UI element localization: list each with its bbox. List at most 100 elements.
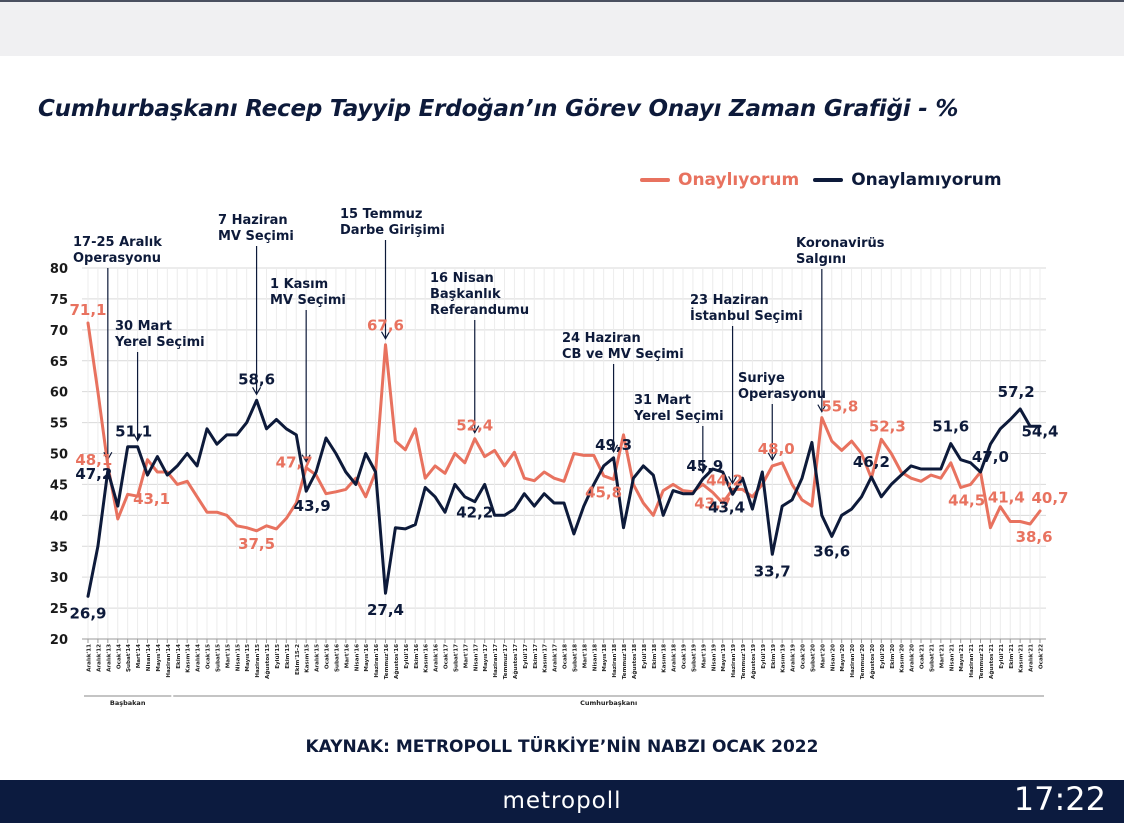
y-tick-label: 25 [50, 602, 68, 617]
annotation-arrowhead [609, 444, 619, 454]
x-tick-label: Ağustos'16 [394, 644, 400, 679]
data-label-disapprove: 51,6 [932, 418, 969, 436]
x-tick-label: Haziran'21 [969, 644, 975, 678]
x-tick-label: Ekim'15 [285, 644, 291, 669]
annotation-text: Suriye [738, 371, 785, 386]
x-tick-label: Ekim'17 [533, 644, 539, 669]
x-tick-label: Ocak'18 [563, 644, 569, 669]
annotation-text: 31 Mart [634, 393, 691, 408]
x-tick-label: Mart'19 [701, 644, 707, 668]
chart-title: Cumhurbaşkanı Recep Tayyip Erdoğan’ın Gö… [38, 96, 959, 122]
data-label-approve: 48,0 [758, 440, 795, 458]
annotation-text: MV Seçimi [270, 293, 346, 308]
x-tick-label: Ağustos'19 [751, 644, 757, 679]
annotation-text: 15 Temmuz [340, 207, 423, 222]
y-tick-label: 60 [50, 386, 68, 401]
x-tick-label: Şubat'16 [334, 644, 340, 672]
annotation-text: Başkanlık [430, 287, 501, 302]
data-label-approve: 55,8 [821, 398, 858, 416]
x-tick-label: Haziran'16 [374, 644, 380, 678]
data-label-disapprove: 27,4 [367, 601, 404, 619]
x-tick-label: Eylül'19 [761, 644, 767, 669]
data-label-approve: 71,1 [69, 301, 106, 319]
annotation-text: 24 Haziran [562, 331, 641, 346]
data-label-disapprove: 36,6 [813, 542, 850, 560]
annotation-text: 23 Haziran [690, 293, 769, 308]
x-tick-label: Mart'14 [136, 644, 142, 668]
x-tick-label: Ağustos'20 [870, 644, 876, 679]
x-tick-label: Nisan'14 [146, 644, 152, 671]
x-tick-label: Temmuz'18 [622, 644, 628, 679]
x-tick-label: Ocak'21 [920, 644, 926, 669]
data-label-disapprove: 58,6 [238, 370, 275, 388]
source-note: KAYNAK: METROPOLL TÜRKİYE’NİN NABZI OCAK… [305, 737, 819, 757]
x-tick-label: Mayıs'18 [602, 644, 608, 672]
annotation-arrowhead [103, 451, 113, 461]
x-tick-label: Ocak'19 [682, 644, 688, 669]
annotation-text: İstanbul Seçimi [690, 308, 803, 324]
annotation-arrowhead [252, 387, 262, 396]
x-tick-label: Eylül'21 [999, 644, 1005, 669]
annotation-text: CB ve MV Seçimi [562, 347, 684, 362]
x-tick-label: Mart'18 [582, 644, 588, 668]
x-tick-label: Nisan'15 [235, 644, 241, 671]
x-tick-label: Şubat'19 [691, 644, 697, 672]
x-tick-label: Temmuz'21 [979, 644, 985, 679]
x-tick-label: Haziran'17 [493, 644, 499, 678]
x-tick-label: Nisan'21 [949, 644, 955, 671]
legend-label-disapprove: Onaylamıyorum [851, 170, 1002, 190]
x-tick-label: Aralık'18 [672, 644, 678, 672]
annotation-text: Referandumu [430, 303, 529, 318]
annotation-text: 7 Haziran [218, 213, 288, 228]
x-tick-label: Temmuz'20 [860, 644, 866, 679]
x-tick-label: Eylül'15 [275, 644, 281, 669]
x-tick-label: Aralık'13 [106, 644, 112, 672]
annotation-text: Operasyonu [73, 251, 161, 266]
x-tick-label: Ekim'18 [652, 644, 658, 669]
x-tick-label: Ocak'16 [325, 644, 331, 669]
x-tick-label: Nisan'19 [711, 644, 717, 671]
x-tick-label: Aralık'16 [434, 644, 440, 672]
x-tick-label: Kasım'17 [543, 644, 549, 673]
x-tick-label: Aralık'11 [87, 644, 93, 672]
y-tick-label: 30 [50, 571, 68, 586]
x-tick-label: Kasım'20 [900, 644, 906, 673]
x-tick-label: Haziran'18 [612, 644, 618, 678]
y-tick-label: 55 [50, 417, 68, 432]
annotation-text: Operasyonu [738, 387, 826, 402]
annotation-arrowhead [817, 404, 827, 413]
x-tick-label: Şubat'18 [572, 644, 578, 672]
data-label-disapprove: 47,0 [972, 448, 1009, 466]
x-tick-label: Aralık'20 [910, 644, 916, 672]
annotation-arrowhead [380, 331, 391, 340]
annotation-text: Salgını [796, 252, 846, 267]
x-tick-label: Şubat'14 [126, 644, 132, 672]
x-tick-label: Ağustos'21 [989, 644, 995, 679]
x-tick-label: Mayıs'15 [245, 644, 251, 672]
annotation-text: Yerel Seçimi [114, 335, 205, 350]
legend-label-approve: Onaylıyorum [678, 170, 800, 190]
y-tick-label: 75 [50, 293, 68, 308]
legend-swatch-disapprove [813, 178, 844, 182]
legend-swatch-approve [640, 178, 670, 182]
x-tick-label: Nisan'17 [473, 644, 479, 671]
x-tick-label: Mart'20 [820, 644, 826, 668]
x-tick-label: Mayıs'20 [840, 644, 846, 672]
annotation-text: 30 Mart [115, 319, 172, 334]
x-tick-label: Eylül'20 [880, 644, 886, 669]
annotation-text: 17-25 Aralık [73, 235, 162, 250]
data-label-disapprove: 43,9 [294, 497, 331, 515]
x-tick-label: Kasım'21 [1019, 644, 1025, 673]
x-tick-label: Mart'15 [225, 644, 231, 668]
x-tick-label: Ocak'22 [1039, 644, 1045, 669]
x-tick-label: Mart'16 [344, 644, 350, 668]
x-tick-label: Ağustos'18 [632, 644, 638, 679]
x-tick-label: Şubat'20 [810, 644, 816, 672]
x-tick-label: Nisan'18 [592, 644, 598, 671]
footer-bar: metropoll 17:22 [0, 780, 1124, 823]
x-tick-label: Eylül'17 [523, 644, 529, 669]
period-label: Başbakan [110, 699, 146, 707]
x-tick-label: Eylül'18 [642, 644, 648, 669]
x-tick-label: Aralık'21 [1029, 644, 1035, 672]
